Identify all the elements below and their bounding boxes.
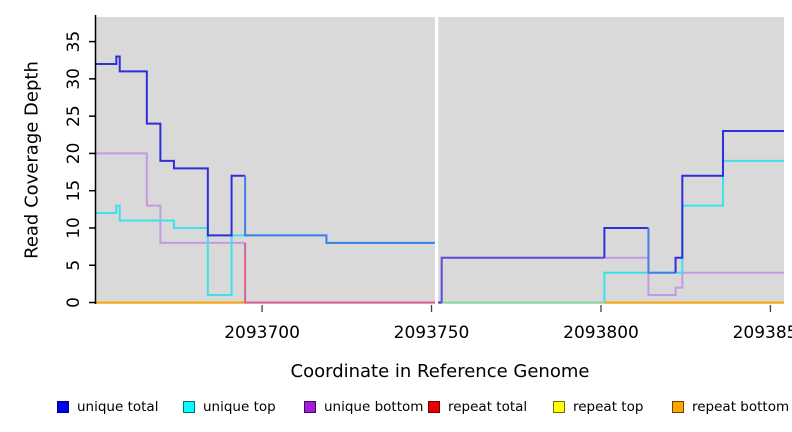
series-line-unique-bottom xyxy=(244,242,435,304)
legend-swatch-icon xyxy=(428,401,440,413)
y-tick-label: 10 xyxy=(64,217,84,239)
y-tick-label: 20 xyxy=(64,143,84,165)
y-tick-label: 35 xyxy=(64,31,84,53)
legend-item: repeat top xyxy=(553,399,643,415)
legend-swatch-icon xyxy=(183,401,195,413)
series-line-unique-total xyxy=(674,130,784,273)
legend-item-label: unique top xyxy=(203,399,276,415)
x-tick-label: 2093850 xyxy=(733,323,792,343)
x-tick-label: 2093800 xyxy=(563,323,639,343)
y-tick-label: 25 xyxy=(64,105,84,127)
series-line-unique-total xyxy=(244,175,435,244)
legend-swatch-icon xyxy=(304,401,316,413)
legend-item: repeat total xyxy=(428,399,527,415)
series-line-unique-total xyxy=(96,55,246,237)
legend-item: unique total xyxy=(57,399,158,415)
legend-swatch-icon xyxy=(57,401,69,413)
legend-item-label: repeat total xyxy=(448,399,528,415)
legend-item-label: repeat bottom xyxy=(692,399,790,415)
legend-item-label: unique bottom xyxy=(324,399,424,415)
legend-item: unique bottom xyxy=(304,399,423,415)
legend-swatch-icon xyxy=(672,401,684,413)
y-axis-title: Read Coverage Depth xyxy=(21,61,43,259)
legend-swatch-icon xyxy=(553,401,565,413)
plot-background xyxy=(96,17,784,304)
y-tick-label: 0 xyxy=(64,297,84,308)
y-tick-label: 15 xyxy=(64,180,84,202)
y-tick-label: 30 xyxy=(64,68,84,90)
legend-item: repeat bottom xyxy=(672,399,789,415)
y-tick-label: 5 xyxy=(64,260,84,271)
series-line-unique-total xyxy=(603,226,649,258)
x-tick-label: 2093700 xyxy=(224,323,300,343)
series-line-unique-bottom xyxy=(96,152,246,244)
chart-canvas: 0 5 10 15 20 25 30 35 2093700 2093750 2093800 20938… xyxy=(64,15,792,343)
legend-item-label: repeat top xyxy=(573,399,644,415)
x-tick-label: 2093750 xyxy=(394,323,470,343)
series-line-unique-total xyxy=(647,227,676,274)
legend-item: unique top xyxy=(183,399,276,415)
series-line-unique-total xyxy=(440,256,605,303)
x-axis-title: Coordinate in Reference Genome xyxy=(290,361,590,382)
legend-item-label: unique total xyxy=(77,399,159,415)
na-gap xyxy=(434,17,439,304)
